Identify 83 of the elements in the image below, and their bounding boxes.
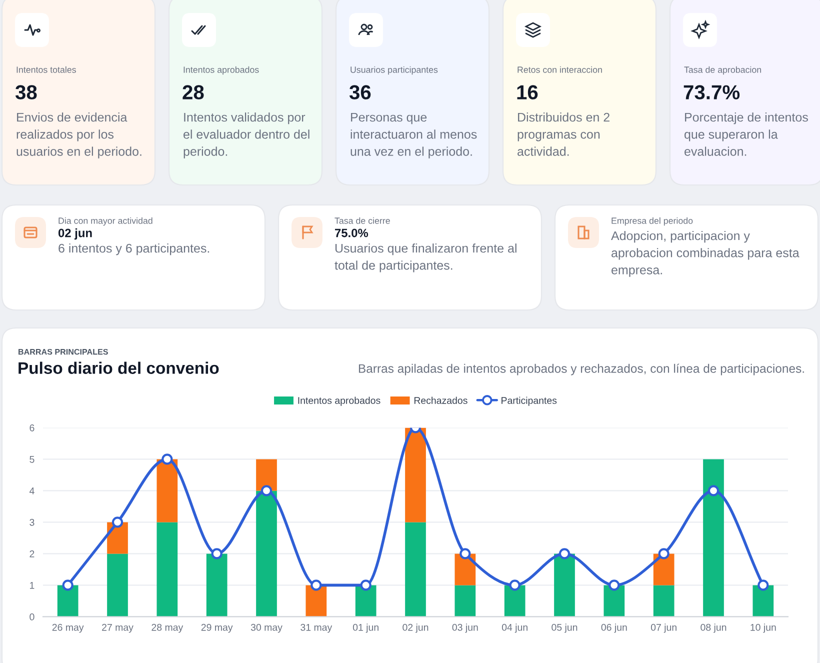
legend-label: Participantes [502,396,557,406]
point [260,485,272,496]
text: 36 [349,85,371,100]
bar [405,522,426,617]
text: Usuarios participantes [350,66,438,75]
x-tick-label: 30 may [250,624,282,633]
x-tick-label: 26 may [52,624,84,633]
y-tick-label: 2 [30,550,34,558]
point [708,485,720,496]
x-tick-label: 07 jun [650,624,676,633]
chart-subtitle: Barras apiladas de intentos aprobados y rechazados, con línea de participaciones. [358,364,804,376]
text: 28 [182,85,204,100]
x-tick-label: 08 jun [700,624,726,633]
bar [156,459,178,522]
text: Dia con mayor actividad [58,217,152,226]
point [658,548,670,560]
bar [454,585,476,617]
legend-label: Intentos aprobados [298,396,380,406]
point [608,580,620,591]
y-tick-label: 3 [30,518,34,526]
y-tick-label: 4 [29,488,34,494]
point [310,580,322,591]
bar [156,522,178,617]
point [62,580,74,591]
text: 6 intentos y 6 participantes. [58,244,210,256]
bar [405,428,426,522]
bar [653,585,674,617]
chart-title: Pulso diario del convenio [18,362,219,374]
text: Tasa de aprobacion [684,66,762,75]
text: Intentos aprobados [184,66,259,75]
text: 38 [15,85,37,100]
text: Distribuidos en 2 programas con actividad. [518,112,610,156]
x-tick-label: 06 jun [601,624,627,633]
bar [752,585,774,617]
x-tick-label: 05 jun [552,624,578,633]
text: 75.0% [335,228,368,238]
text: Empresa del periodo [612,217,693,226]
text: Retos con interaccion [518,66,602,73]
text: Usuarios que finalizaron frente al total de participantes. [334,244,516,272]
text: 16 [517,85,538,100]
legend-label: Rechazados [414,396,468,404]
point [360,580,372,591]
point [460,548,471,560]
text: Personas que interactuaron al menos una vez en el periodo. [350,112,477,158]
y-tick-label: 5 [30,456,34,463]
bar [57,585,78,617]
y-tick-label: 6 [30,424,34,432]
x-tick-label: 29 may [201,624,233,633]
x-tick-label: 04 jun [502,624,528,633]
point [758,580,769,591]
bar [206,554,228,617]
text: BARRAS PRINCIPALES [18,348,108,355]
bar [256,459,277,491]
x-tick-label: 10 jun [750,624,776,633]
bar [703,459,724,617]
x-tick-label: 28 may [152,624,184,633]
text: Intentos totales [16,66,76,73]
bar [107,554,128,617]
bar [554,554,575,617]
bar [504,585,526,617]
bar [256,490,277,617]
point [509,580,520,591]
text: Envios de evidencia realizados por los usuarios en el periodo. [16,112,142,158]
y-tick-label: 0 [30,613,34,620]
x-tick-label: 01 jun [352,624,378,633]
text: Adopcion, participacion y aprobacion combinadas para esta empresa. [611,231,800,277]
point [162,454,173,465]
text: 73.7% [684,85,740,100]
y-tick-label: 1 [30,582,34,589]
point [112,516,124,528]
x-tick-label: 02 jun [402,624,428,633]
bar [306,585,327,617]
point [211,548,222,560]
text: 02 jun [58,228,92,240]
x-tick-label: 03 jun [452,624,478,633]
bar [355,585,376,617]
point [558,548,570,560]
x-tick-label: 27 may [102,624,134,633]
text: Porcentaje de intentos que superaron la evaluacion. [684,112,808,156]
bar [604,585,625,617]
text: Intentos validados por el evaluador dentro del periodo. [184,112,310,158]
x-tick-label: 31 may [300,624,332,633]
text: Tasa de cierre [334,217,390,224]
